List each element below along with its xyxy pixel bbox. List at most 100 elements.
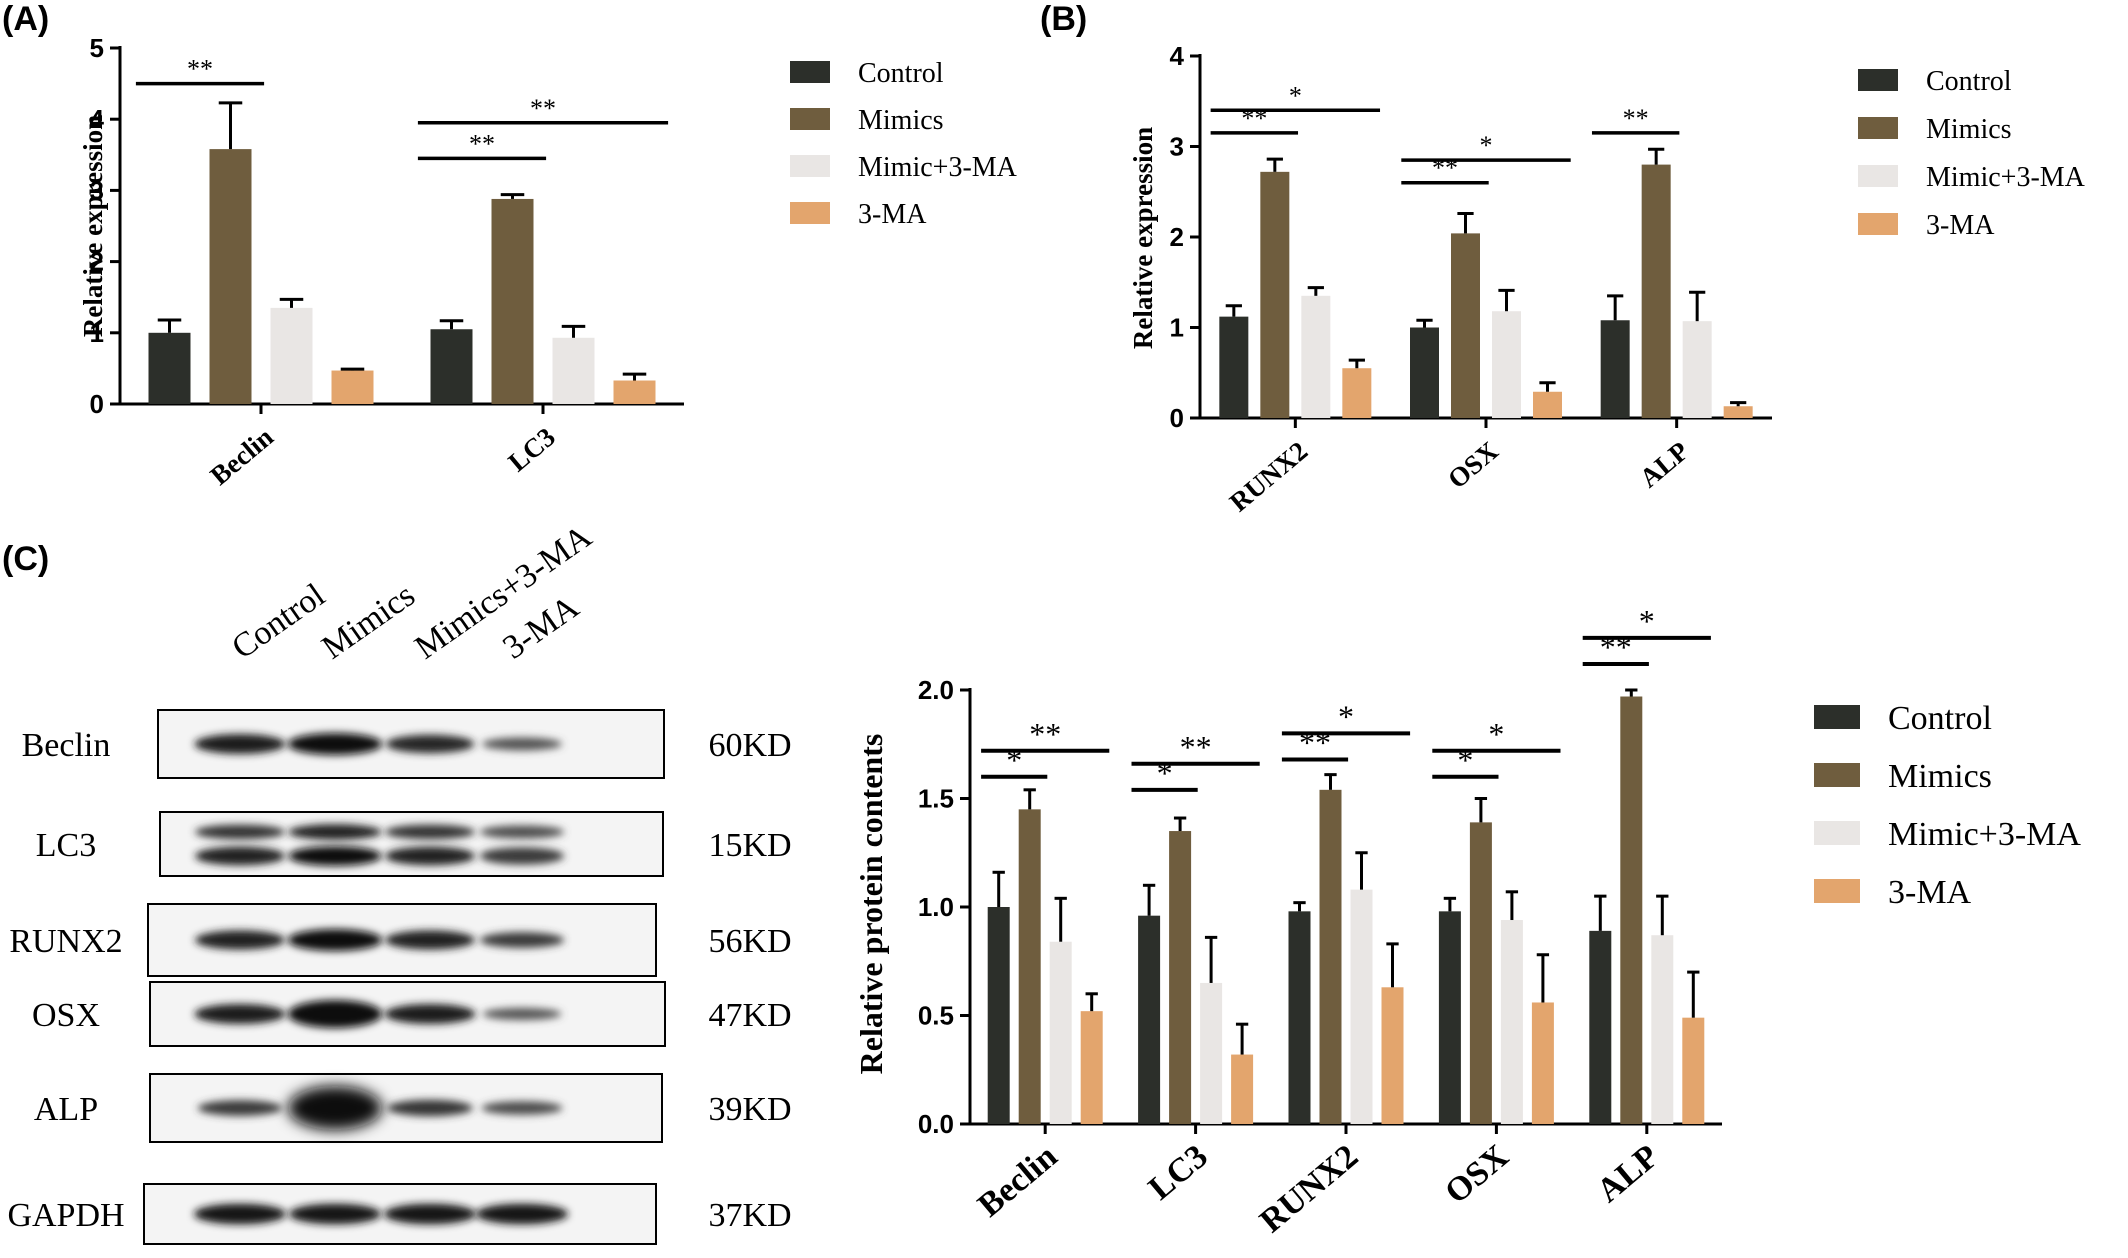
x-tick-label: ALP bbox=[1590, 1138, 1666, 1210]
bar bbox=[1682, 1017, 1705, 1124]
legend-swatch bbox=[1814, 821, 1860, 845]
blot-frame bbox=[159, 811, 664, 877]
bar bbox=[1589, 930, 1612, 1124]
bar bbox=[1500, 920, 1523, 1124]
bar bbox=[1342, 368, 1372, 418]
significance-label: ** bbox=[1299, 724, 1331, 760]
significance-label: ** bbox=[1623, 104, 1649, 133]
bar bbox=[270, 307, 313, 404]
legend-swatch bbox=[790, 202, 830, 224]
blot-band bbox=[195, 930, 285, 950]
legend-swatch bbox=[1858, 117, 1898, 139]
significance-label: ** bbox=[1180, 729, 1212, 765]
bar bbox=[1438, 911, 1461, 1124]
significance-label: * bbox=[1006, 742, 1022, 778]
legend-label: 3-MA bbox=[1888, 874, 1972, 911]
legend-label: Mimic+3-MA bbox=[1926, 162, 2086, 193]
bar bbox=[1200, 982, 1223, 1124]
y-tick-label: 0.5 bbox=[918, 1001, 954, 1031]
blot-band bbox=[475, 1203, 569, 1225]
blot-band bbox=[194, 734, 286, 754]
legend-swatch bbox=[1814, 763, 1860, 787]
bar bbox=[430, 329, 473, 404]
blot-protein-label: RUNX2 bbox=[9, 923, 122, 960]
significance-label: ** bbox=[1600, 629, 1632, 665]
x-tick-label: LC3 bbox=[1142, 1138, 1215, 1208]
y-tick-label: 4 bbox=[1170, 41, 1185, 71]
legend-label: Control bbox=[1926, 66, 2012, 97]
bar bbox=[331, 370, 374, 404]
y-tick-label: 0 bbox=[1170, 403, 1184, 433]
x-tick-label: LC3 bbox=[502, 422, 560, 478]
blot-protein-label: GAPDH bbox=[7, 1197, 124, 1234]
legend-swatch bbox=[790, 155, 830, 177]
legend-label: Mimic+3-MA bbox=[1888, 816, 2081, 853]
significance-label: * bbox=[1639, 603, 1655, 639]
blot-lane-label: Mimics bbox=[315, 577, 421, 667]
y-tick-label: 5 bbox=[90, 33, 104, 63]
x-tick-label: RUNX2 bbox=[1224, 436, 1313, 518]
bar bbox=[1319, 789, 1342, 1124]
bar bbox=[1600, 320, 1630, 418]
bar bbox=[1018, 809, 1041, 1124]
y-tick-label: 0.0 bbox=[918, 1109, 954, 1139]
legend-swatch bbox=[1814, 705, 1860, 729]
blot-band bbox=[383, 1203, 477, 1225]
bar bbox=[1138, 915, 1161, 1124]
y-tick-label: 1 bbox=[1170, 313, 1184, 343]
significance-label: ** bbox=[1241, 104, 1267, 133]
blot-band bbox=[385, 930, 475, 950]
blot-size-label: 60KD bbox=[708, 727, 791, 764]
blot-band bbox=[288, 846, 382, 866]
blot-band bbox=[288, 1203, 382, 1225]
bar bbox=[1381, 987, 1404, 1124]
significance-label: ** bbox=[1432, 154, 1458, 183]
y-tick-label: 1 bbox=[90, 318, 104, 348]
significance-label: ** bbox=[187, 55, 213, 84]
bar bbox=[1301, 295, 1331, 418]
significance-label: * bbox=[1488, 716, 1504, 752]
panel-b-label: (B) bbox=[1040, 0, 1087, 38]
x-tick-label: ALP bbox=[1634, 436, 1695, 494]
y-axis-label: Relative expression bbox=[78, 115, 108, 337]
bar bbox=[1219, 316, 1249, 418]
legend-label: Mimics bbox=[1926, 114, 2012, 145]
blot-size-label: 39KD bbox=[708, 1091, 791, 1128]
significance-label: * bbox=[1157, 755, 1173, 791]
blot-band bbox=[287, 929, 383, 951]
blot-size-label: 37KD bbox=[708, 1197, 791, 1234]
legend-swatch bbox=[1858, 69, 1898, 91]
x-tick-label: Beclin bbox=[204, 422, 278, 491]
blot-protein-label: OSX bbox=[32, 997, 100, 1034]
bar bbox=[1049, 941, 1072, 1124]
bar bbox=[1723, 406, 1753, 418]
blot-band bbox=[385, 734, 475, 754]
legend-label: Mimics bbox=[1888, 758, 1992, 795]
blot-band bbox=[287, 733, 383, 755]
y-tick-label: 2.0 bbox=[918, 675, 954, 705]
legend-swatch bbox=[790, 61, 830, 83]
blot-band bbox=[479, 847, 565, 865]
significance-label: ** bbox=[1029, 716, 1061, 752]
bar bbox=[1620, 696, 1643, 1124]
bar bbox=[1080, 1011, 1103, 1124]
bar bbox=[987, 907, 1010, 1124]
blot-band bbox=[194, 1004, 286, 1024]
bar bbox=[1492, 311, 1521, 418]
bar bbox=[1451, 233, 1480, 418]
x-tick-label: OSX bbox=[1442, 435, 1504, 494]
bar bbox=[1260, 171, 1290, 418]
bar bbox=[209, 149, 252, 404]
x-tick-label: RUNX2 bbox=[1253, 1138, 1365, 1240]
bar bbox=[1641, 164, 1671, 418]
bar bbox=[1410, 327, 1439, 418]
legend-label: 3-MA bbox=[858, 199, 927, 230]
bar bbox=[1651, 935, 1674, 1124]
significance-label: ** bbox=[530, 94, 556, 123]
blot-band bbox=[385, 846, 475, 866]
bar bbox=[613, 380, 656, 404]
blot-band bbox=[287, 1086, 383, 1130]
blot-band bbox=[197, 1100, 283, 1116]
